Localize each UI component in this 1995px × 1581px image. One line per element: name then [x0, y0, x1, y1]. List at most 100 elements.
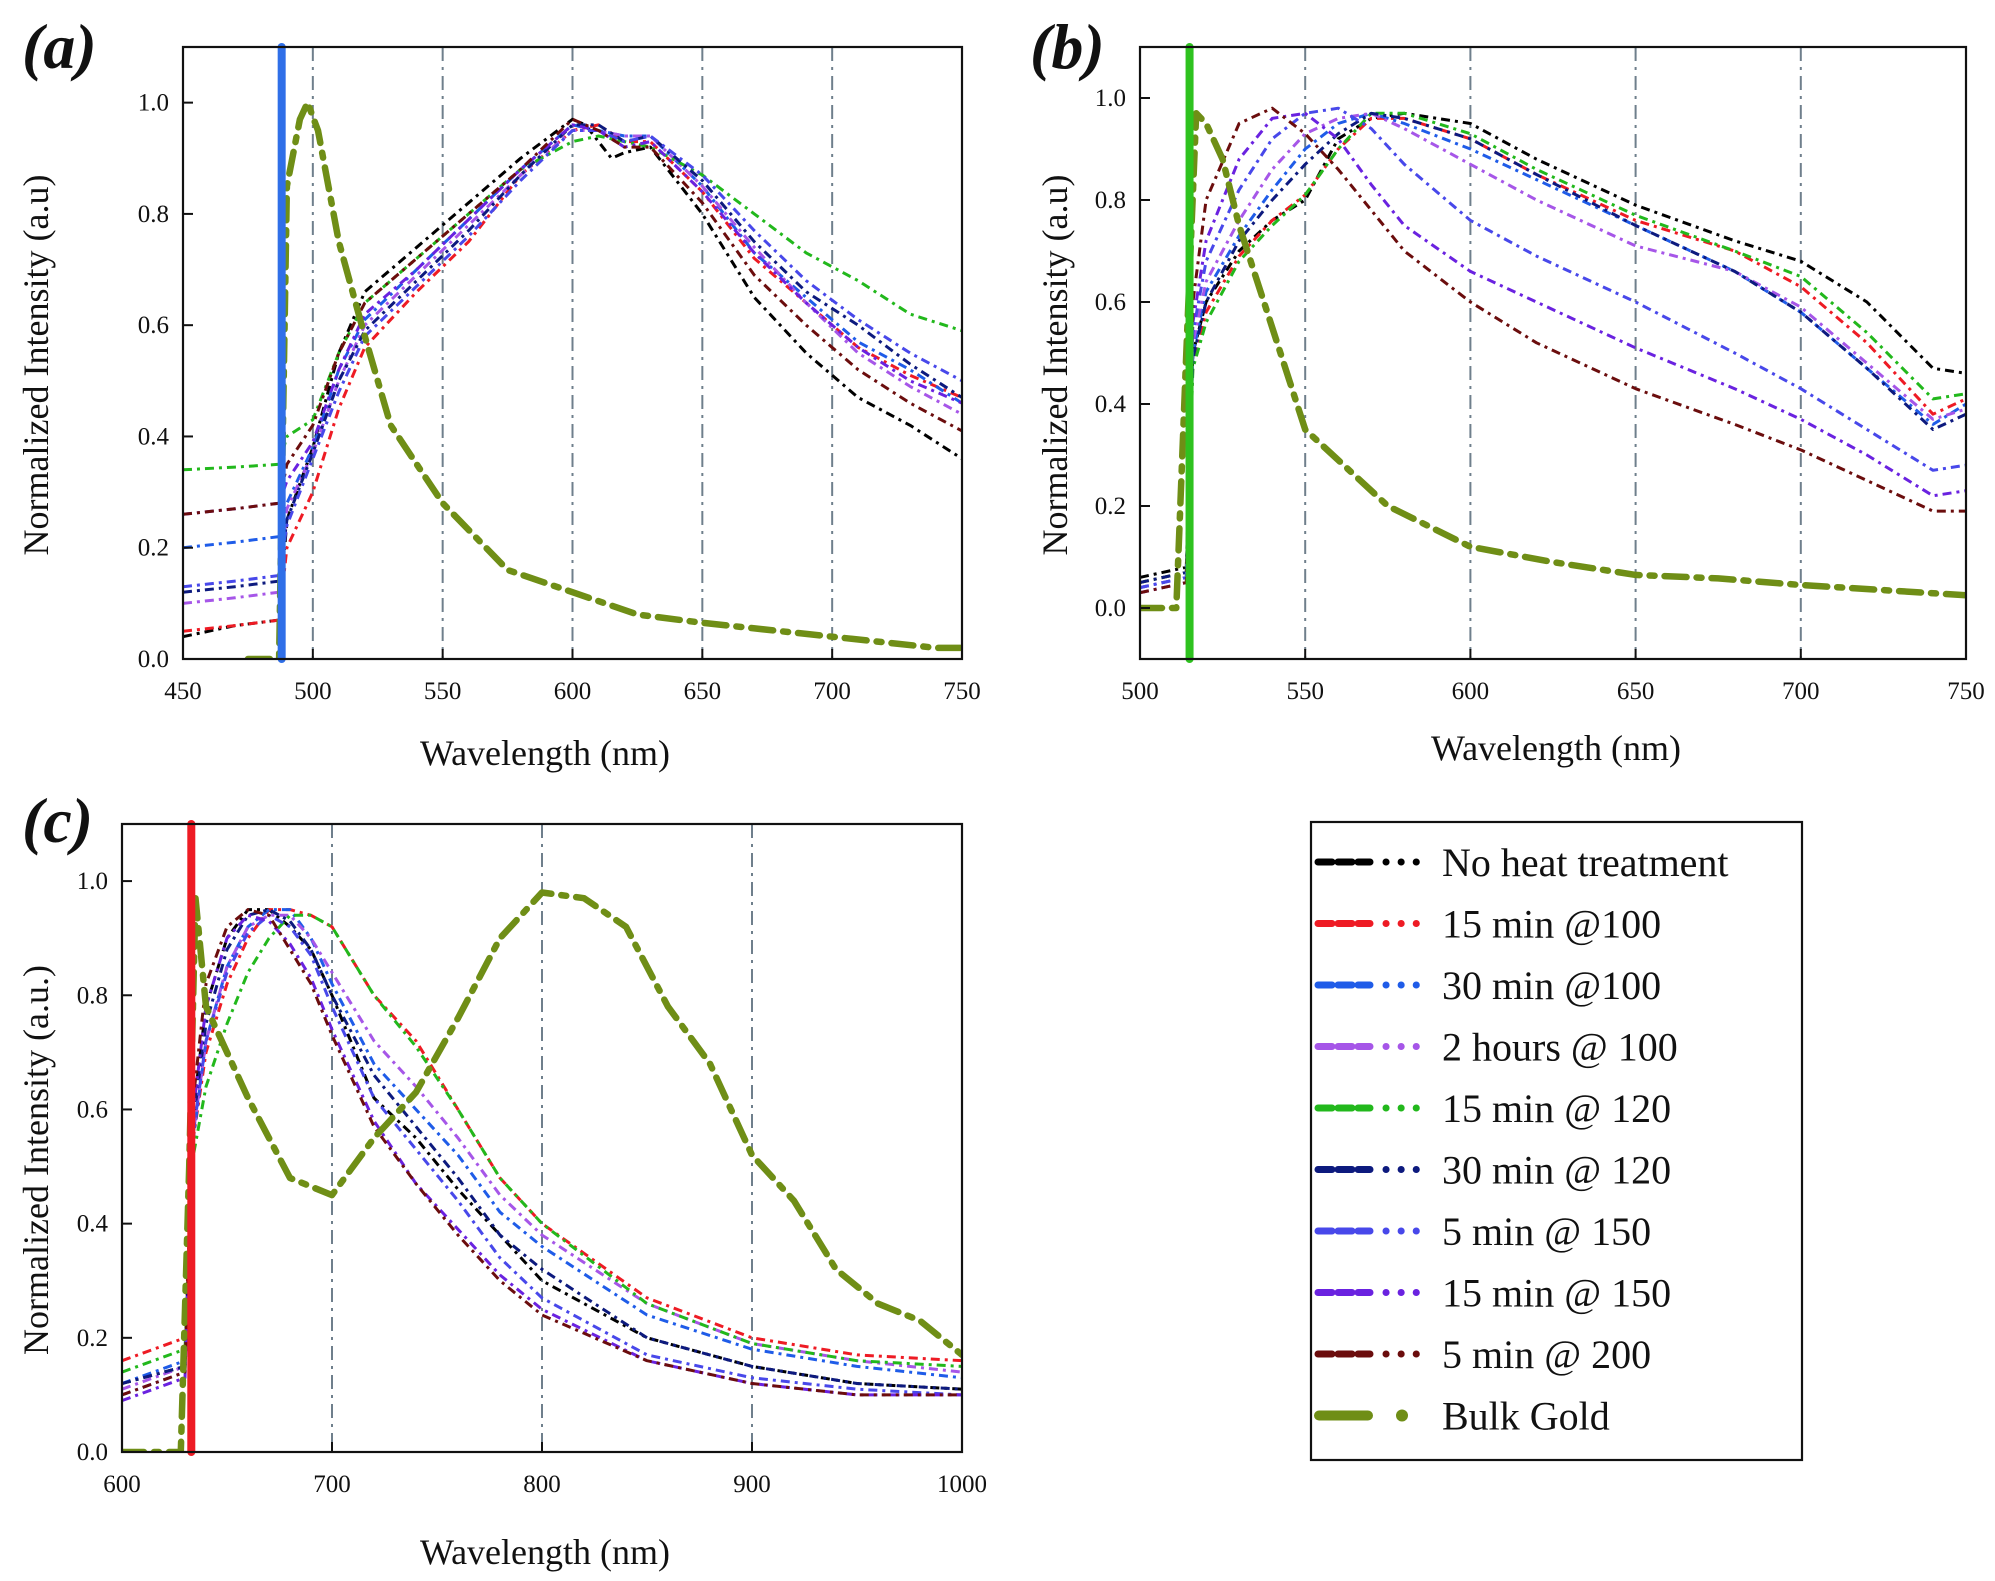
panel-c-series-5-min-at-150	[122, 913, 962, 1397]
panel-a-x-tick-label-600: 600	[554, 678, 592, 705]
panel-a-x-tick-label-450: 450	[164, 678, 202, 705]
panel-c-y-tick-label-0.2: 0.2	[77, 1325, 108, 1352]
panel-b-y-tick-label-1.0: 1.0	[1095, 85, 1126, 112]
panel-a-series-30-min-at-120	[183, 123, 962, 594]
panel-c-y-tick-label-0.6: 0.6	[77, 1096, 108, 1123]
panel-c-series-15-min-at-120	[122, 913, 962, 1374]
panel-b-x-axis-label: Wavelength (nm)	[1431, 728, 1681, 768]
legend-label-15-min-at-150: 15 min @ 150	[1442, 1271, 1671, 1316]
panel-c-y-tick-label-0.4: 0.4	[77, 1211, 109, 1238]
panel-a-series-group	[183, 99, 962, 659]
panel-c-series-group	[122, 889, 962, 1452]
panel-b-x-tick-label-550: 550	[1286, 678, 1324, 705]
legend-item-15-min-at-120: 15 min @ 120	[1314, 1086, 1671, 1131]
legend-label-5-min-at-200: 5 min @ 200	[1442, 1332, 1651, 1377]
legend-item-15-min-at100: 15 min @100	[1314, 902, 1661, 947]
legend-item-30-min-at100: 30 min @100	[1314, 963, 1661, 1008]
panel-a-y-tick-label-0.0: 0.0	[138, 646, 169, 673]
panel-b-series-5-min-at-200	[1140, 106, 1966, 595]
panel-a-x-axis-label: Wavelength (nm)	[420, 733, 670, 773]
legend-label-15-min-at100: 15 min @100	[1442, 902, 1661, 947]
legend-item-5-min-at-150: 5 min @ 150	[1314, 1209, 1651, 1254]
legend-label-15-min-at-120: 15 min @ 120	[1442, 1086, 1671, 1131]
panel-a-series-5-min-at-150	[183, 129, 962, 589]
panel-b-plot-frame	[1138, 45, 1968, 661]
panel-a-y-tick-label-0.4: 0.4	[138, 423, 170, 450]
panel-b-series-15-min-at100	[1140, 116, 1966, 584]
panel-a-x-tick-label-650: 650	[684, 678, 722, 705]
legend-label-bulk-gold: Bulk Gold	[1442, 1394, 1610, 1439]
panel-c-x-tick-label-700: 700	[313, 1471, 351, 1498]
panel-b-x-tick-label-750: 750	[1947, 678, 1985, 705]
panel-c-y-tick-label-0.0: 0.0	[77, 1439, 108, 1466]
panel-a-y-axis-label: Normalized Intensity (a.u)	[16, 175, 56, 556]
panel-a-y-tick-label-1.0: 1.0	[138, 90, 169, 117]
panel-c-x-axis-label: Wavelength (nm)	[420, 1532, 670, 1572]
panel-c-y-tick-label-0.8: 0.8	[77, 982, 108, 1009]
legend-label-30-min-at-120: 30 min @ 120	[1442, 1148, 1671, 1193]
legend-label-no-heat-treatment: No heat treatment	[1442, 840, 1729, 885]
panel-a-series-15-min-at-120	[183, 134, 962, 472]
panel-b-x-tick-label-500: 500	[1121, 678, 1159, 705]
panel-b-series-no-heat-treatment	[1140, 111, 1966, 579]
panel-a-x-tick-label-550: 550	[424, 678, 462, 705]
panel-c-x-tick-label-1000: 1000	[937, 1471, 987, 1498]
panel-b-series-2-hours-at-100	[1140, 111, 1966, 590]
panel-b-y-tick-label-0.2: 0.2	[1095, 493, 1126, 520]
panel-c-x-tick-label-800: 800	[523, 1471, 561, 1498]
panel-c-series-15-min-at-150	[122, 913, 962, 1403]
panel-c-series-bulk-gold	[122, 889, 962, 1452]
panel-c-series-5-min-at-200	[122, 908, 962, 1397]
panel-c-y-axis-label: Normalized Intensity (a.u.)	[16, 965, 56, 1355]
panel-b-y-tick-label-0.4: 0.4	[1095, 391, 1127, 418]
panel-b-series-30-min-at-120	[1140, 111, 1966, 584]
panel-b-series-bulk-gold	[1140, 110, 1966, 612]
panel-b-y-tick-label-0.6: 0.6	[1095, 289, 1126, 316]
panel-b-series-15-min-at-150	[1140, 111, 1966, 595]
legend-item-2-hours-at-100: 2 hours @ 100	[1314, 1025, 1678, 1070]
panel-a-series-30-min-at100	[183, 123, 962, 550]
panel-a-x-tick-label-700: 700	[813, 678, 851, 705]
panel-b-series-group	[1140, 106, 1966, 612]
panel-b-x-tick-label-650: 650	[1617, 678, 1655, 705]
panel-b-series-15-min-at-120	[1140, 111, 1966, 584]
legend-item-bulk-gold: Bulk Gold	[1314, 1394, 1610, 1439]
panel-a-x-tick-label-500: 500	[294, 678, 332, 705]
panel-a-series-no-heat-treatment	[183, 117, 962, 639]
legend-label-30-min-at100: 30 min @100	[1442, 963, 1661, 1008]
panel-b-y-tick-label-0.0: 0.0	[1095, 595, 1126, 622]
legend-item-5-min-at-200: 5 min @ 200	[1314, 1332, 1651, 1377]
panel-a-series-15-min-at-150	[183, 123, 962, 516]
panel-a-x-tick-label-750: 750	[943, 678, 981, 705]
panel-a-series-2-hours-at-100	[183, 129, 962, 605]
panel-a: (a) Wavelength (nm) Normalized Intensity…	[16, 11, 981, 773]
panel-a-y-tick-label-0.2: 0.2	[138, 535, 169, 562]
panel-c-label: (c)	[22, 785, 93, 856]
panel-a-series-5-min-at-200	[183, 117, 962, 516]
panel-c-series-30-min-at100	[122, 908, 962, 1385]
panel-b-x-tick-label-700: 700	[1782, 678, 1820, 705]
panel-c: (c) Wavelength (nm) Normalized Intensity…	[16, 785, 987, 1572]
legend-label-5-min-at-150: 5 min @ 150	[1442, 1209, 1651, 1254]
panel-b-label: (b)	[1030, 11, 1105, 82]
panel-c-y-tick-label-1.0: 1.0	[77, 868, 108, 895]
panel-a-y-tick-label-0.8: 0.8	[138, 201, 169, 228]
panel-c-x-tick-label-900: 900	[733, 1471, 771, 1498]
panel-a-label: (a)	[22, 11, 97, 82]
legend-label-2-hours-at-100: 2 hours @ 100	[1442, 1025, 1678, 1070]
panel-b-series-5-min-at-150	[1140, 106, 1966, 590]
legend-item-30-min-at-120: 30 min @ 120	[1314, 1148, 1671, 1193]
panel-c-x-tick-label-600: 600	[103, 1471, 141, 1498]
legend-box	[1309, 820, 1804, 1462]
panel-b-series-30-min-at100	[1140, 111, 1966, 590]
legend-item-no-heat-treatment: No heat treatment	[1314, 840, 1729, 885]
legend: No heat treatment 15 min @100 30 min @100 2…	[1309, 820, 1804, 1462]
panel-b-y-axis-label: Normalized Intensity (a.u)	[1035, 175, 1075, 556]
legend-swatch-dot-bulk-gold	[1396, 1409, 1408, 1422]
panel-c-series-2-hours-at-100	[122, 913, 962, 1391]
legend-item-15-min-at-150: 15 min @ 150	[1314, 1271, 1671, 1316]
panel-a-series-bulk-gold	[244, 99, 962, 659]
panel-b: (b) Wavelength (nm) Normalized Intensity…	[1030, 11, 1985, 768]
panel-b-y-tick-label-0.8: 0.8	[1095, 187, 1126, 214]
